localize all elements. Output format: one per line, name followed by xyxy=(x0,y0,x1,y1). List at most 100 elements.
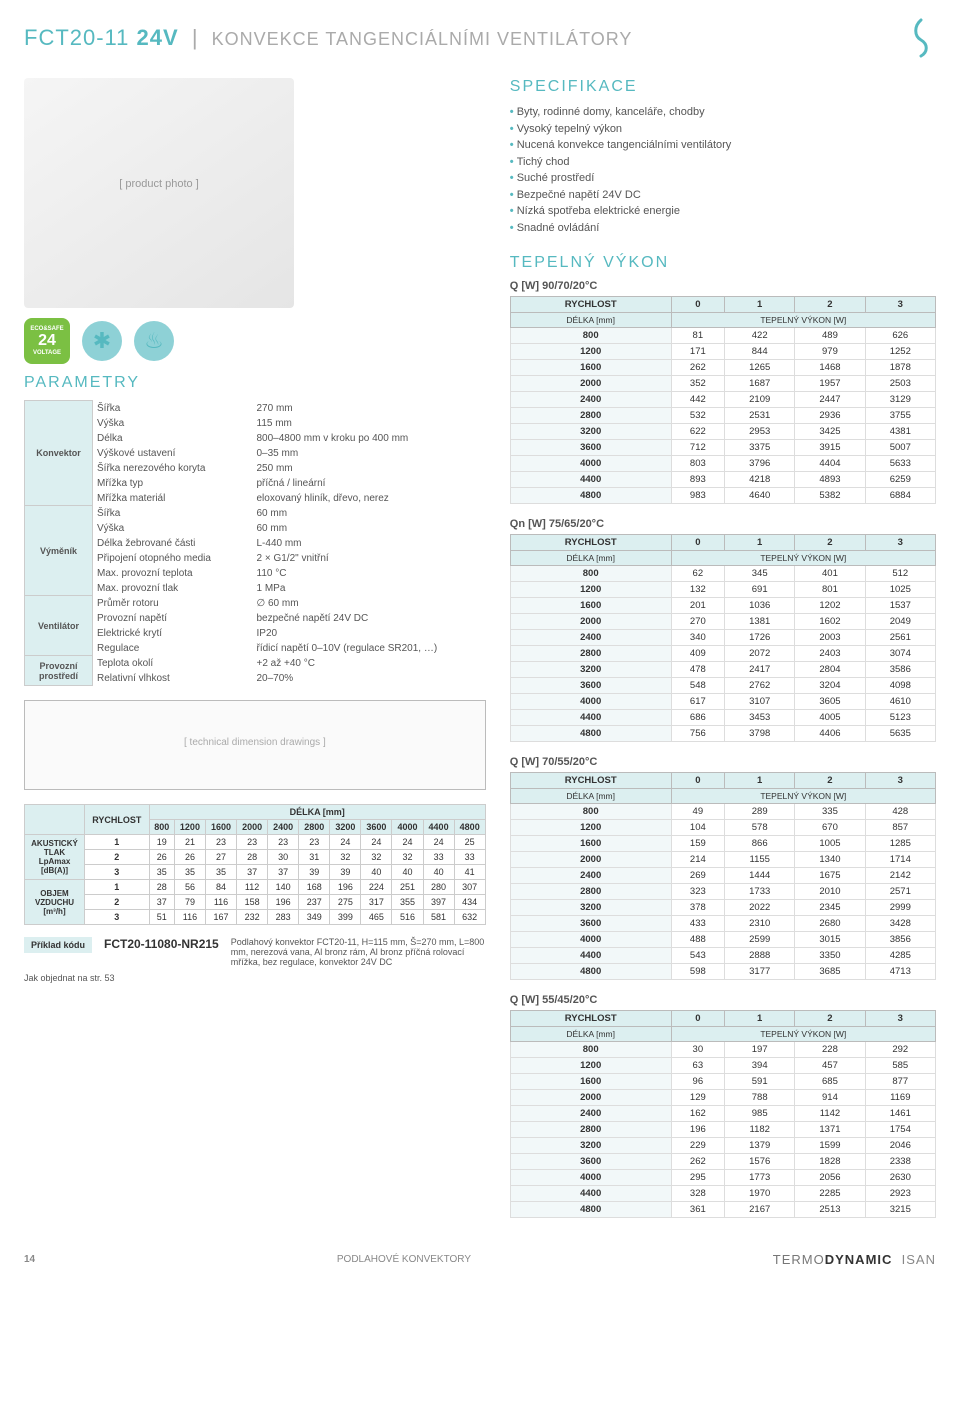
acoustic-cell: 84 xyxy=(205,880,236,895)
q-cell: 598 xyxy=(671,964,724,980)
acoustic-cell: 40 xyxy=(423,865,454,880)
q-cell: 4400 xyxy=(510,948,671,964)
q-cell: 1285 xyxy=(865,836,935,852)
param-value: 60 mm xyxy=(253,506,486,521)
q-cell: 62 xyxy=(671,566,724,582)
q-cell: 352 xyxy=(671,376,724,392)
q-cell: 2571 xyxy=(865,884,935,900)
q-cell: 196 xyxy=(671,1122,724,1138)
acoustic-cell: 283 xyxy=(268,910,299,925)
q-row: 2800532253129363755 xyxy=(510,408,935,424)
q-cell: 269 xyxy=(671,868,724,884)
q-cell: 3600 xyxy=(510,1154,671,1170)
q-row: 160015986610051285 xyxy=(510,836,935,852)
spec-item: Vysoký tepelný výkon xyxy=(510,121,936,138)
acoustic-cell: 35 xyxy=(174,865,205,880)
q-cell: 4005 xyxy=(795,710,865,726)
q-cell: 1200 xyxy=(510,582,671,598)
title-sub: KONVEKCE TANGENCIÁLNÍMI VENTILÁTORY xyxy=(212,29,633,49)
q-cell: 2936 xyxy=(795,408,865,424)
q-row: 80030197228292 xyxy=(510,1042,935,1058)
param-name: Délka žebrované části xyxy=(93,536,253,551)
q-row: 2400269144416752142 xyxy=(510,868,935,884)
param-value: 60 mm xyxy=(253,521,486,536)
q-cell: 2003 xyxy=(795,630,865,646)
q-cell: 409 xyxy=(671,646,724,662)
param-group-label: Konvektor xyxy=(25,401,93,506)
q-cell: 4404 xyxy=(795,456,865,472)
q-cell: 295 xyxy=(671,1170,724,1186)
q-cell: 512 xyxy=(865,566,935,582)
param-group-label: Provozní prostředí xyxy=(25,656,93,686)
spec-item: Suché prostředí xyxy=(510,170,936,187)
acoustic-row-label: AKUSTICKÝ TLAK LpAmax [dB(A)] xyxy=(25,835,85,880)
eco-bot: VOLTAGE xyxy=(30,350,63,356)
q-row: 2000270138116022049 xyxy=(510,614,935,630)
q-cell: 1714 xyxy=(865,852,935,868)
spec-list: Byty, rodinné domy, kanceláře, chodbyVys… xyxy=(510,104,936,236)
acoustic-cell: 32 xyxy=(330,850,361,865)
acoustic-cell: 434 xyxy=(454,895,485,910)
q-cell: 585 xyxy=(865,1058,935,1074)
q-cell: 2400 xyxy=(510,1106,671,1122)
param-name: Připojení otopného media xyxy=(93,551,253,566)
q-cell: 1576 xyxy=(725,1154,795,1170)
param-value: 2 × G1/2" vnitřní xyxy=(253,551,486,566)
q-cell: 979 xyxy=(795,344,865,360)
acoustic-cell: 33 xyxy=(423,850,454,865)
q-cell: 1025 xyxy=(865,582,935,598)
q-cell: 591 xyxy=(725,1074,795,1090)
q-cell: 3453 xyxy=(725,710,795,726)
q-cell: 457 xyxy=(795,1058,865,1074)
q-cell: 617 xyxy=(671,694,724,710)
q-cell: 262 xyxy=(671,360,724,376)
param-value: IP20 xyxy=(253,626,486,641)
q-cell: 3796 xyxy=(725,456,795,472)
q-cell: 866 xyxy=(725,836,795,852)
q-cell: 1202 xyxy=(795,598,865,614)
footer-brand: TERMODYNAMIC ISAN xyxy=(773,1252,936,1267)
fan-icon xyxy=(82,321,122,361)
q-title: Qn [W] 75/65/20°C xyxy=(510,518,936,530)
q-cell: 4800 xyxy=(510,1202,671,1218)
q-row: 4800598317736854713 xyxy=(510,964,935,980)
q-cell: 4800 xyxy=(510,488,671,504)
acoustic-cell: 168 xyxy=(299,880,330,895)
param-name: Šířka xyxy=(93,401,253,416)
q-cell: 3350 xyxy=(795,948,865,964)
q-cell: 1754 xyxy=(865,1122,935,1138)
acoustic-cell: 516 xyxy=(392,910,423,925)
q-block: Qn [W] 75/65/20°CRYCHLOST0123DÉLKA [mm]T… xyxy=(510,518,936,742)
q-cell: 4218 xyxy=(725,472,795,488)
q-row: 4000295177320562630 xyxy=(510,1170,935,1186)
q-cell: 1155 xyxy=(725,852,795,868)
q-cell: 1371 xyxy=(795,1122,865,1138)
param-name: Průměr rotoru xyxy=(93,596,253,611)
brand-1: TERMO xyxy=(773,1252,825,1267)
q-cell: 800 xyxy=(510,804,671,820)
q-cell: 422 xyxy=(725,328,795,344)
q-cell: 3600 xyxy=(510,916,671,932)
acoustic-cell: 35 xyxy=(149,865,174,880)
q-cell: 229 xyxy=(671,1138,724,1154)
q-cell: 292 xyxy=(865,1042,935,1058)
acoustic-cell: 196 xyxy=(330,880,361,895)
acoustic-row-label: OBJEM VZDUCHU [m³/h] xyxy=(25,880,85,925)
acoustic-cell: 24 xyxy=(423,835,454,850)
acoustic-cell: 37 xyxy=(237,865,268,880)
q-cell: 1687 xyxy=(725,376,795,392)
q-row: 3600712337539155007 xyxy=(510,440,935,456)
acoustic-cell: 41 xyxy=(454,865,485,880)
q-cell: 2513 xyxy=(795,1202,865,1218)
q-title: Q [W] 90/70/20°C xyxy=(510,280,936,292)
q-row: 4000617310736054610 xyxy=(510,694,935,710)
q-cell: 686 xyxy=(671,710,724,726)
title-voltage: 24V xyxy=(137,25,179,50)
q-cell: 712 xyxy=(671,440,724,456)
q-cell: 803 xyxy=(671,456,724,472)
q-cell: 1444 xyxy=(725,868,795,884)
q-cell: 1828 xyxy=(795,1154,865,1170)
acoustic-cell: 39 xyxy=(330,865,361,880)
q-cell: 442 xyxy=(671,392,724,408)
q-cell: 2400 xyxy=(510,392,671,408)
